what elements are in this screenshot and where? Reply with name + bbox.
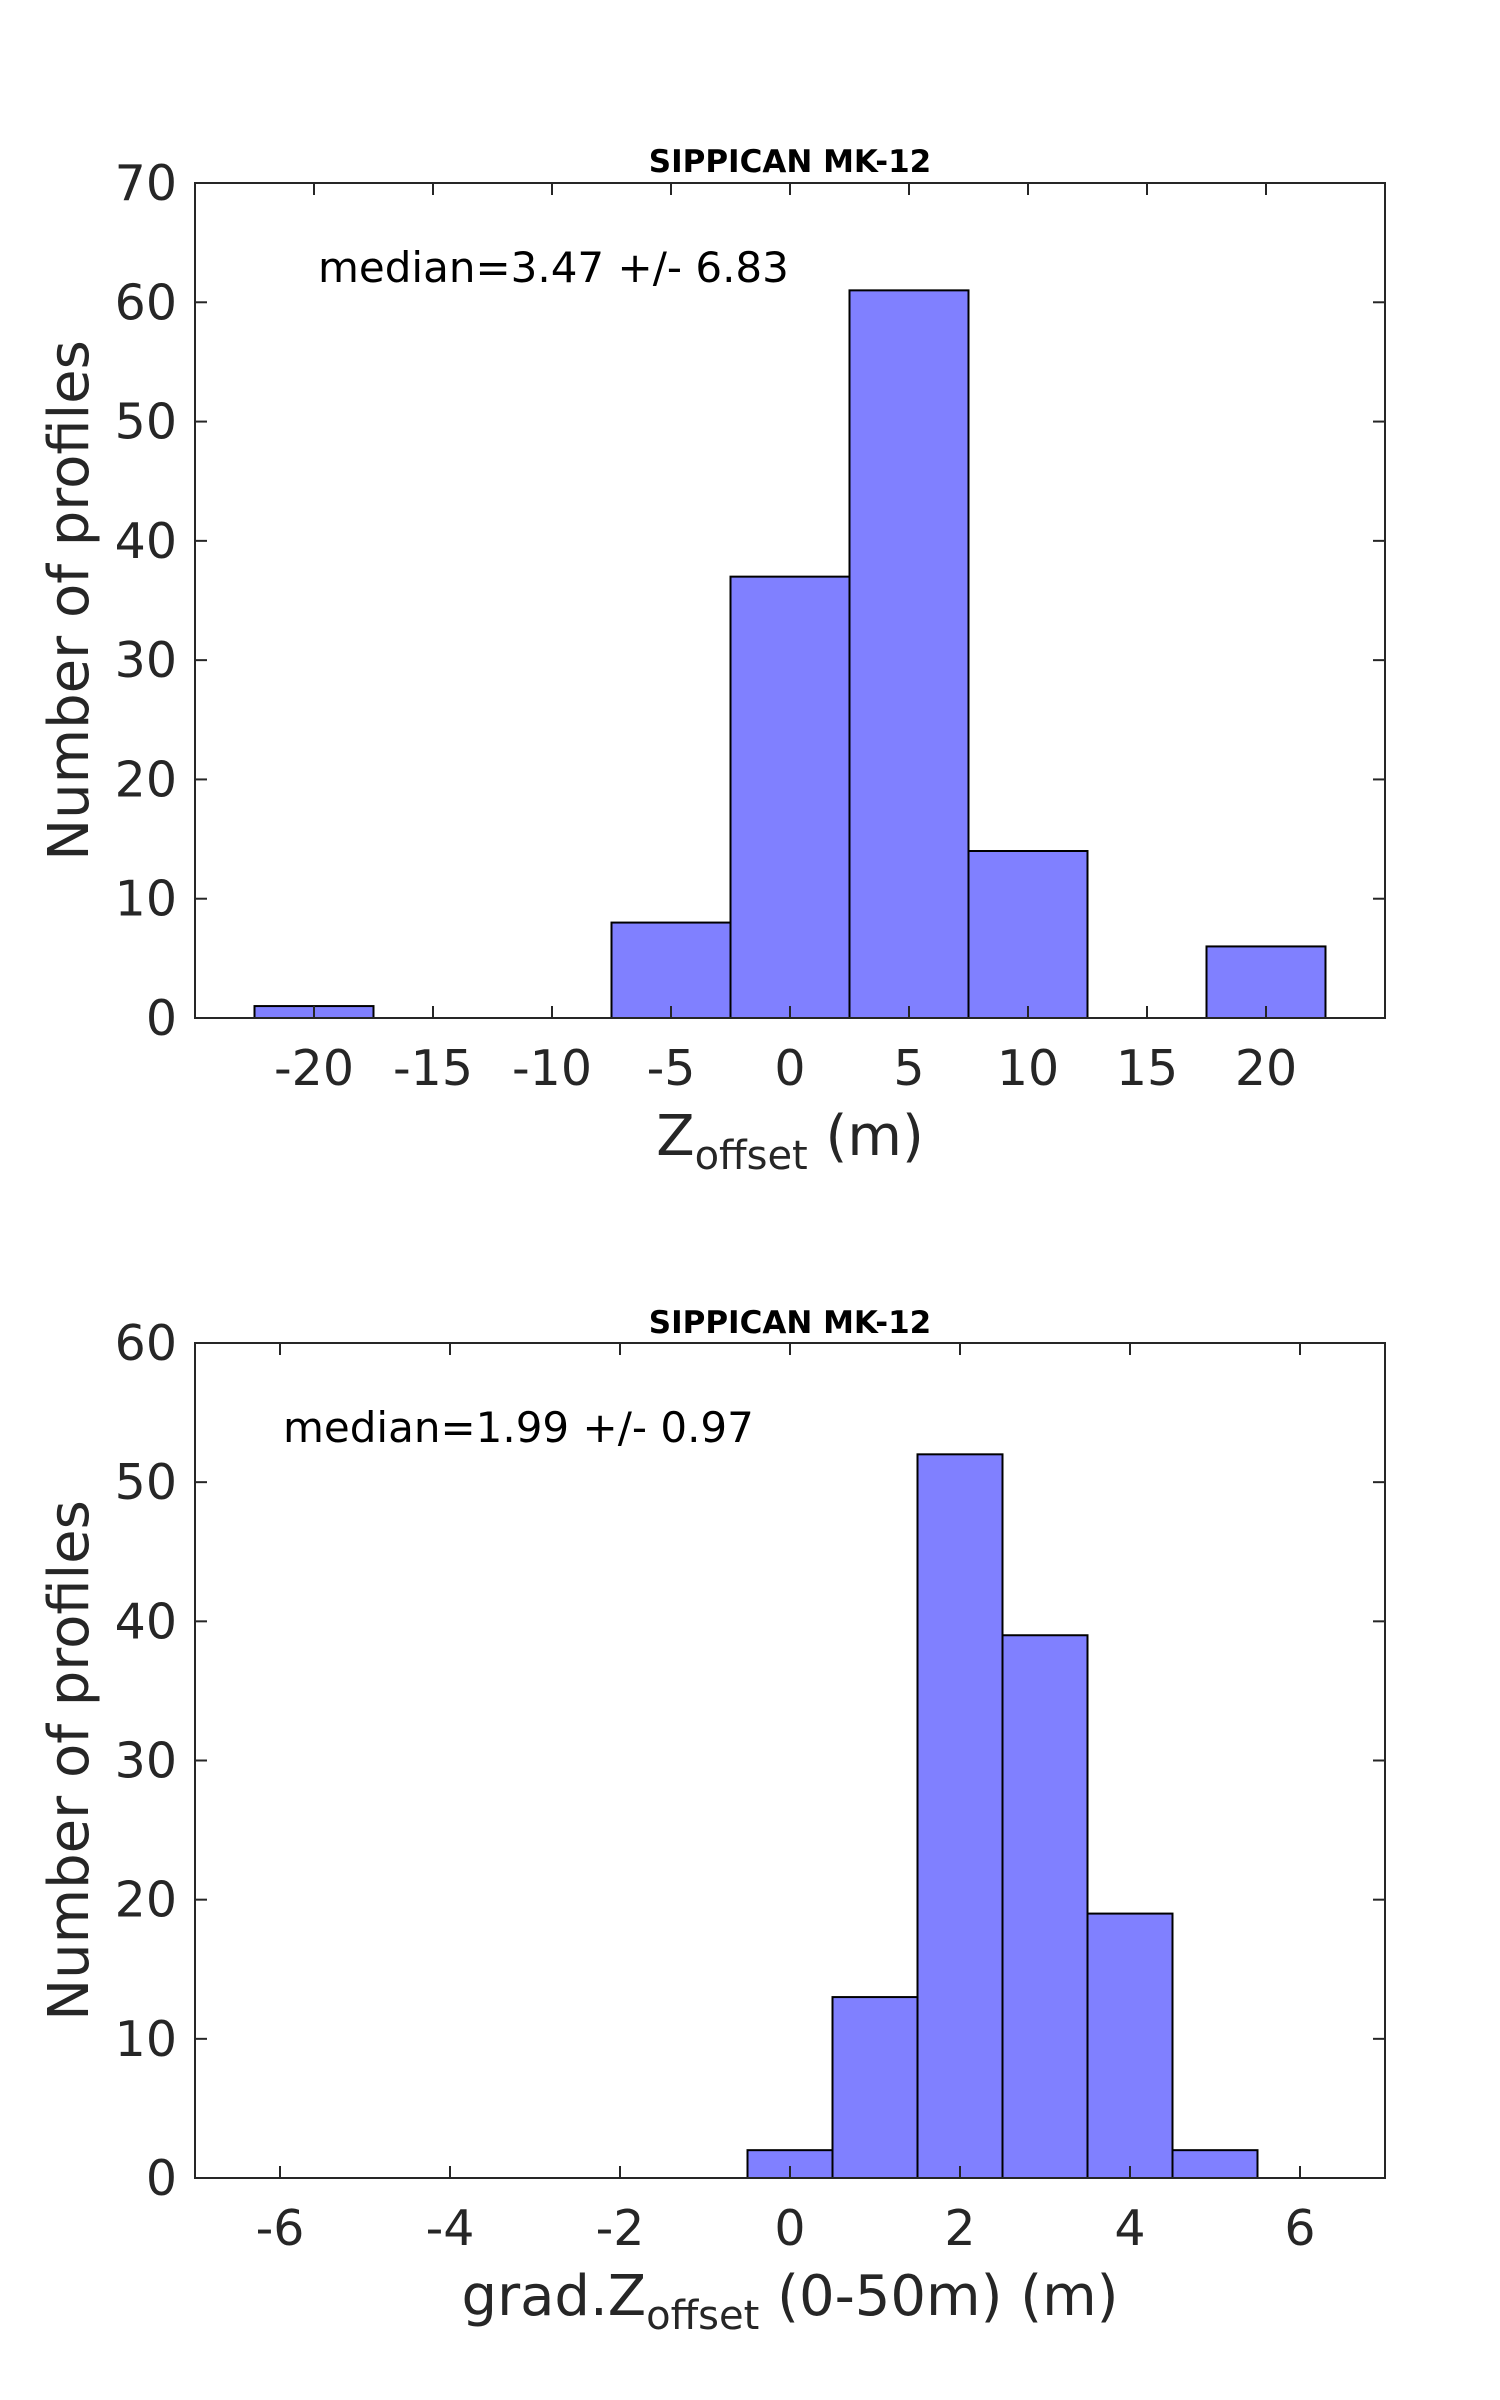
y-tick-label: 20	[115, 1872, 177, 1929]
x-axis-label: grad.Zoffset (0-50m) (m)	[462, 2264, 1119, 2339]
y-tick-label: 40	[115, 1593, 177, 1650]
x-tick-label: 10	[997, 1040, 1059, 1097]
x-tick-label: 6	[1284, 2200, 1315, 2257]
histogram-bar	[610, 921, 732, 1019]
median-annotation: median=3.47 +/- 6.83	[318, 243, 789, 292]
histogram-panel-grad-zoffset: 0 10 20 30 40 50 60 -6 -4 -2 0 2 4 6 SIPPICAN MK-12 med…	[37, 1305, 1386, 2339]
axes-frame	[194, 1342, 1386, 2179]
y-tick-label: 60	[115, 1315, 177, 1372]
histogram-bar	[831, 1996, 919, 2180]
y-tick-label: 50	[115, 1454, 177, 1511]
x-tick-label: 5	[893, 1040, 924, 1097]
x-tick-label: -15	[393, 1040, 473, 1097]
histogram-bar	[1086, 1912, 1174, 2180]
x-tick-label: 0	[774, 2200, 805, 2257]
histogram-bar	[1001, 1634, 1089, 2179]
median-annotation: median=1.99 +/- 0.97	[283, 1403, 754, 1452]
y-tick-label: 0	[146, 2150, 177, 2207]
y-tick-label: 10	[115, 2011, 177, 2068]
x-tick-label: -6	[256, 2200, 305, 2257]
x-tick-label: 0	[774, 1040, 805, 1097]
y-tick-label: 70	[115, 155, 177, 212]
x-tick-label: -2	[596, 2200, 645, 2257]
x-tick-label: 4	[1114, 2200, 1145, 2257]
y-axis-label: Number of profiles	[37, 1500, 102, 2021]
x-tick-label: -20	[274, 1040, 354, 1097]
histogram-bar	[967, 850, 1089, 1019]
y-tick-label: 50	[115, 394, 177, 451]
chart-title: SIPPICAN MK-12	[649, 1305, 932, 1341]
histogram-bar	[848, 289, 970, 1020]
y-tick-label: 30	[115, 1733, 177, 1790]
x-axis-label: Zoffset (m)	[656, 1104, 924, 1179]
histogram-bar	[916, 1453, 1004, 2180]
chart-title: SIPPICAN MK-12	[649, 144, 932, 180]
histogram-bar	[729, 575, 851, 1020]
x-tick-label: -4	[426, 2200, 475, 2257]
y-tick-label: 60	[115, 274, 177, 331]
y-axis-label: Number of profiles	[37, 340, 102, 861]
x-tick-label: 15	[1116, 1040, 1178, 1097]
y-tick-label: 30	[115, 632, 177, 689]
y-tick-label: 40	[115, 513, 177, 570]
x-tick-label: 20	[1235, 1040, 1297, 1097]
y-tick-label: 0	[146, 990, 177, 1047]
x-tick-label: -10	[512, 1040, 592, 1097]
histogram-bar	[1171, 2149, 1259, 2180]
histogram-panel-zoffset: 0 10 20 30 40 50 60 70 -20 -15 -10 -5 0 5 10 15 20 SIPPIC…	[37, 144, 1386, 1179]
y-tick-label: 10	[115, 871, 177, 928]
x-tick-label: -5	[647, 1040, 696, 1097]
y-tick-label: 20	[115, 751, 177, 808]
x-tick-label: 2	[944, 2200, 975, 2257]
